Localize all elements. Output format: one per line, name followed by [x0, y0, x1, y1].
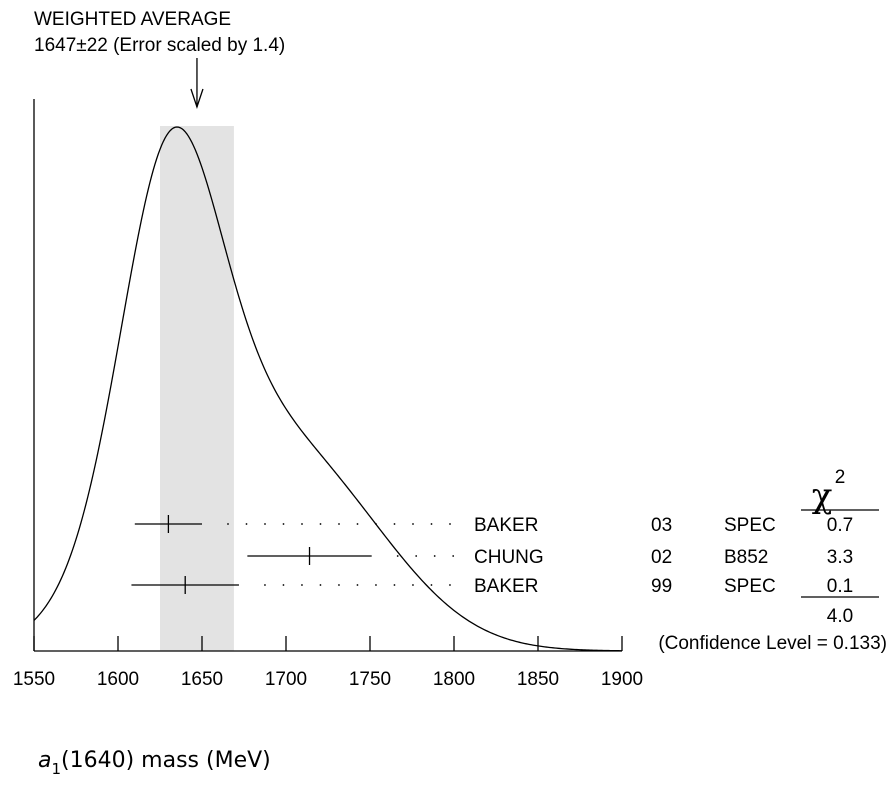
measurement-author: BAKER: [474, 576, 538, 597]
leader-dot: [301, 584, 303, 586]
leader-dot: [449, 523, 451, 525]
leader-dot: [356, 584, 359, 586]
leader-dot: [375, 584, 377, 586]
leader-dot: [449, 584, 451, 586]
x-tick-label-1550: 1550: [13, 669, 55, 690]
leader-dot: [375, 523, 377, 525]
x-axis-label-rest: (1640) mass (MeV): [61, 748, 271, 773]
measurement-year: 99: [651, 576, 672, 597]
leader-dot: [301, 523, 303, 525]
measurement-technique: SPEC: [724, 576, 776, 597]
x-axis-ticks: 1550 1600 1650 1700 1750 1800 1850 1900: [13, 636, 643, 690]
leader-dot: [264, 584, 266, 586]
x-tick-label-1600: 1600: [97, 669, 139, 690]
weighted-average-band: [160, 126, 234, 651]
measurement-row: CHUNG 02 B852 3.3: [247, 547, 853, 568]
leader-dot: [396, 555, 399, 557]
chi2-exponent: 2: [835, 467, 846, 488]
leader-dot: [227, 523, 229, 525]
leader-dot: [282, 584, 285, 586]
chi2-header: χ 2: [801, 467, 879, 516]
x-tick-label-1650: 1650: [181, 669, 223, 690]
x-axis-label-subscript: 1: [51, 760, 61, 778]
chi2-total: 4.0: [827, 606, 853, 627]
leader-dot: [452, 555, 455, 557]
leader-dot: [319, 523, 322, 525]
measurement-author: BAKER: [474, 515, 538, 536]
x-tick-label-1900: 1900: [601, 669, 643, 690]
measurement-row: BAKER 03 SPEC 0.7: [134, 515, 853, 536]
leader-dot: [338, 523, 340, 525]
measurement-year: 03: [651, 515, 672, 536]
x-tick-label-1850: 1850: [517, 669, 559, 690]
leader-dot: [393, 584, 396, 586]
leader-dot: [393, 523, 396, 525]
measurement-chi2: 0.1: [827, 576, 853, 597]
x-tick-label-1800: 1800: [433, 669, 475, 690]
leader-dot: [264, 523, 266, 525]
leader-dot: [433, 555, 436, 557]
chart-title-weighted-average: WEIGHTED AVERAGE: [34, 9, 231, 30]
ideogram-curve: [33, 126, 623, 652]
confidence-level: (Confidence Level = 0.133): [658, 633, 887, 654]
measurement-technique: SPEC: [724, 515, 776, 536]
measurement-rows: BAKER 03 SPEC 0.7 CHUNG 02 B852 3.3 BAKER 99 SPEC 0…: [131, 515, 853, 597]
measurement-year: 02: [651, 547, 672, 568]
leader-dot: [415, 555, 418, 557]
chart-subtitle-average-value: 1647±22 (Error scaled by 1.4): [34, 35, 285, 56]
leader-dot: [430, 584, 433, 586]
leader-dot: [282, 523, 285, 525]
leader-dot: [412, 523, 414, 525]
leader-dot: [319, 584, 322, 586]
measurement-row: BAKER 99 SPEC 0.1: [131, 576, 853, 597]
x-tick-label-1750: 1750: [349, 669, 391, 690]
measurement-chi2: 3.3: [827, 547, 853, 568]
leader-dot: [430, 523, 433, 525]
measurement-chi2: 0.7: [827, 515, 853, 536]
x-tick-label-1700: 1700: [265, 669, 307, 690]
leader-dot: [356, 523, 359, 525]
leader-dot: [338, 584, 340, 586]
measurement-author: CHUNG: [474, 547, 544, 568]
leader-dot: [412, 584, 414, 586]
x-axis-label: a1(1640) mass (MeV): [38, 748, 271, 778]
leader-dot: [245, 523, 248, 525]
measurement-technique: B852: [724, 547, 768, 568]
x-axis-label-symbol: a: [38, 748, 51, 773]
chi2-symbol: χ: [812, 476, 833, 516]
average-arrow: [190, 58, 204, 110]
